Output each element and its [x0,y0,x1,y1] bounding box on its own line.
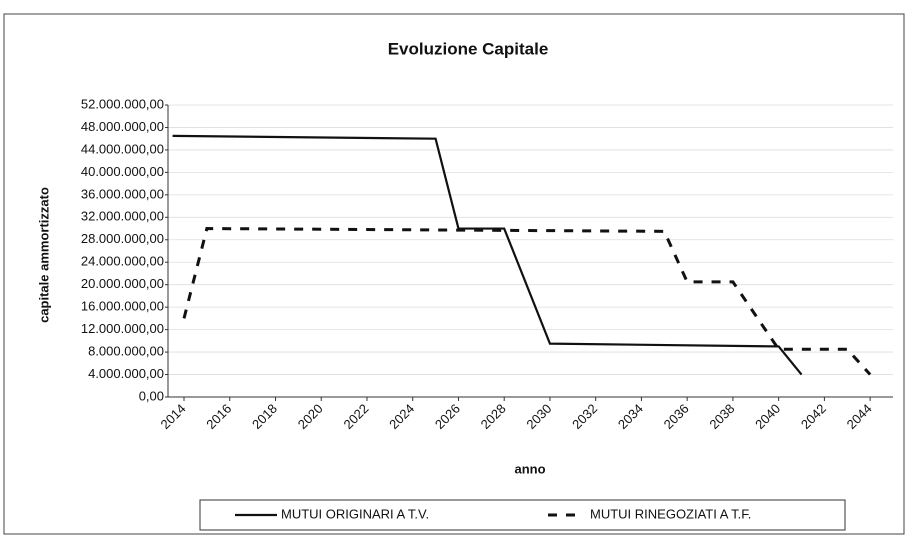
y-tick-label: 44.000.000,00 [81,141,164,156]
x-tick-label: 2024 [386,401,417,432]
y-tick-label: 48.000.000,00 [81,119,164,134]
series-line [172,134,803,376]
y-tick-label: 4.000.000,00 [88,366,164,381]
legend-label: MUTUI RINEGOZIATI A T.F. [590,506,751,521]
series-line [182,227,872,376]
chart-title: Evoluzione Capitale [388,39,549,58]
x-tick-label: 2036 [661,401,692,432]
x-tick-label: 2034 [615,401,646,432]
y-tick-label: 36.000.000,00 [81,186,164,201]
x-tick-label: 2040 [752,401,783,432]
y-tick-label: 0,00 [139,388,164,403]
y-axis-title: capitale ammortizzato [36,187,51,323]
y-tick-label: 24.000.000,00 [81,254,164,269]
x-axis-title: anno [514,461,545,476]
y-tick-label: 8.000.000,00 [88,344,164,359]
x-tick-label: 2020 [295,401,326,432]
x-tick-label: 2014 [158,401,189,432]
x-tick-label: 2044 [844,401,875,432]
x-tick-label: 2042 [798,401,829,432]
x-tick-label: 2018 [249,401,280,432]
x-tick-label: 2038 [706,401,737,432]
y-tick-label: 28.000.000,00 [81,231,164,246]
y-tick-label: 52.000.000,00 [81,96,164,111]
y-tick-label: 12.000.000,00 [81,321,164,336]
x-tick-label: 2030 [523,401,554,432]
legend-label: MUTUI ORIGINARI A T.V. [281,506,429,521]
x-tick-label: 2032 [569,401,600,432]
y-tick-label: 20.000.000,00 [81,276,164,291]
y-tick-label: 32.000.000,00 [81,209,164,224]
y-tick-label: 40.000.000,00 [81,164,164,179]
legend-box [199,499,846,531]
chart-border [3,13,905,535]
x-tick-label: 2026 [432,401,463,432]
x-tick-label: 2022 [340,401,371,432]
x-tick-label: 2028 [478,401,509,432]
y-tick-label: 16.000.000,00 [81,299,164,314]
x-tick-label: 2016 [203,401,234,432]
